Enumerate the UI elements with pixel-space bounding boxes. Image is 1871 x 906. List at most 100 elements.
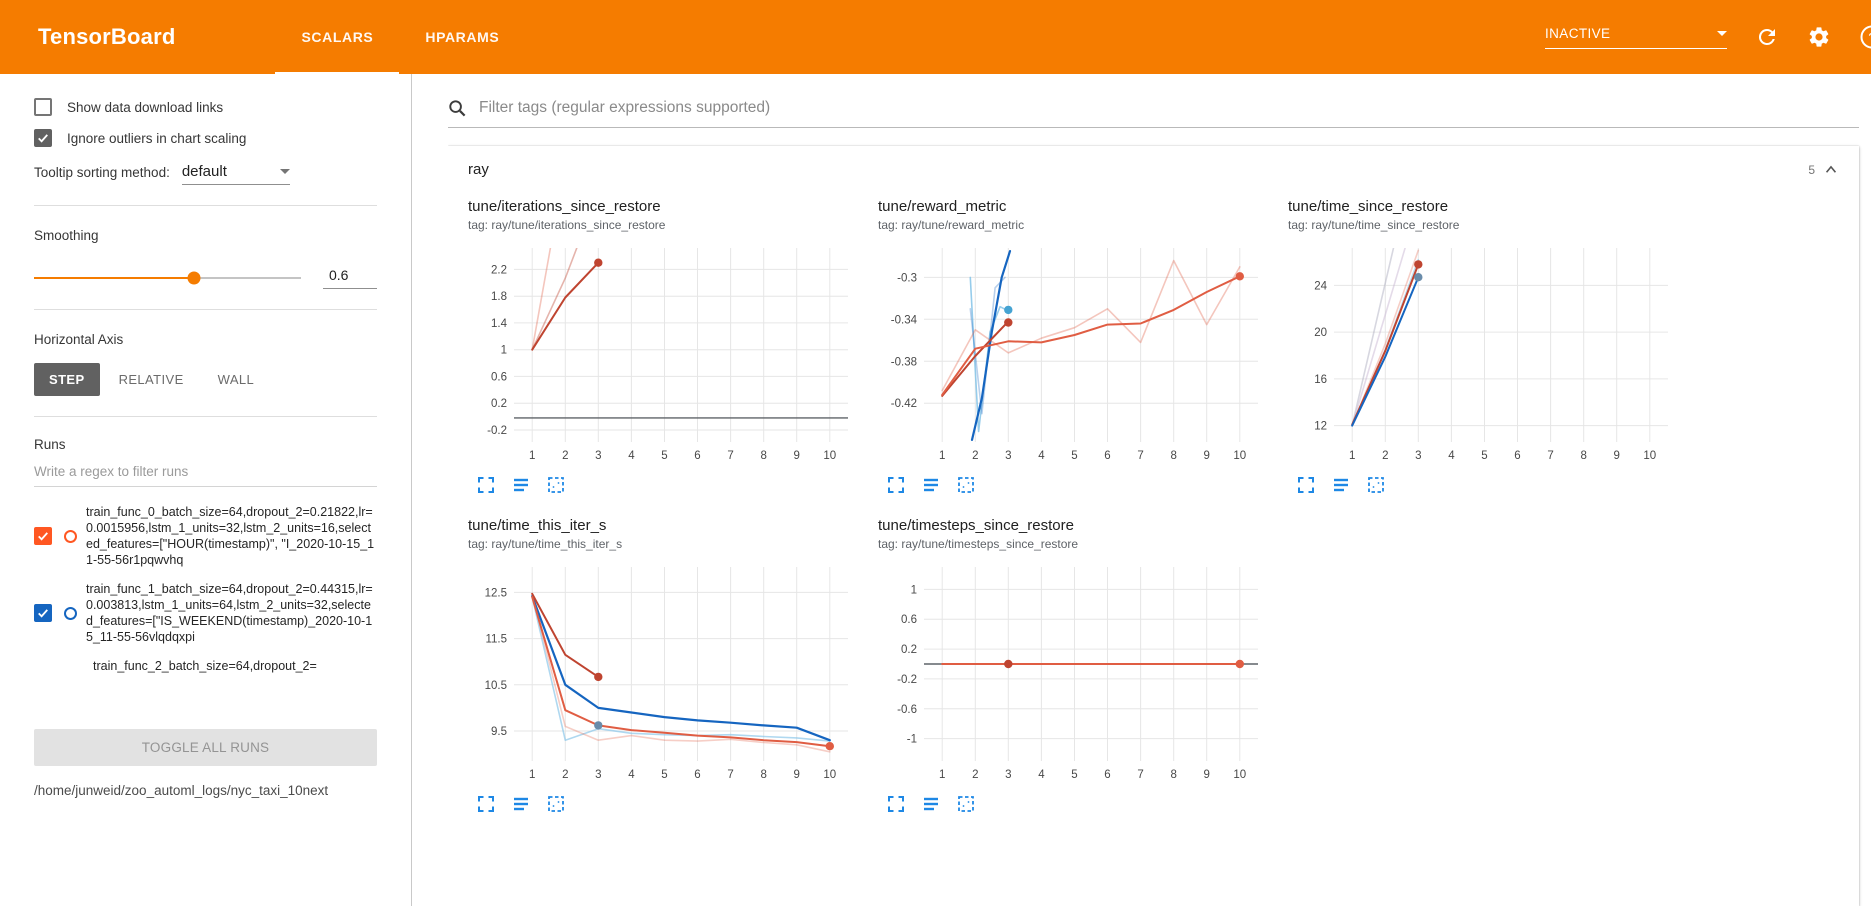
run-0-checkbox[interactable]	[34, 527, 52, 545]
svg-text:3: 3	[595, 769, 601, 781]
divider	[34, 309, 377, 310]
chevron-up-icon[interactable]	[1823, 162, 1839, 178]
run-1-radio[interactable]	[64, 606, 77, 620]
tag-group-header[interactable]: ray 5	[448, 146, 1859, 190]
svg-text:-0.6: -0.6	[897, 704, 917, 716]
chart-tag: tag: ray/tune/time_this_iter_s	[468, 537, 623, 551]
svg-text:2: 2	[562, 769, 568, 781]
chart-title: tune/reward_metric	[878, 198, 1007, 215]
svg-text:7: 7	[1547, 450, 1553, 462]
fit-domain-icon[interactable]	[546, 475, 566, 495]
run-row-train-func-0[interactable]: train_func_0_batch_size=64,dropout_2=0.2…	[34, 504, 377, 568]
header-actions: INACTIVE ?	[1545, 0, 1871, 74]
svg-text:-0.2: -0.2	[487, 425, 507, 437]
svg-text:3: 3	[1005, 769, 1011, 781]
runs-filter-input[interactable]	[34, 452, 377, 487]
app-title: TensorBoard	[38, 24, 176, 49]
expand-chart-icon[interactable]	[886, 475, 906, 495]
divider	[34, 205, 377, 206]
tooltip-sorting-label: Tooltip sorting method:	[34, 165, 170, 180]
fit-domain-icon[interactable]	[956, 475, 976, 495]
svg-text:1.4: 1.4	[491, 318, 508, 330]
toggle-all-runs-button[interactable]: TOGGLE ALL RUNS	[34, 729, 377, 766]
line-chart[interactable]: 12.5 11.5 10.5 9.5 1 2 3 4 5 6 7 8 9 10	[468, 557, 864, 794]
dropdown-arrow-icon	[1717, 30, 1727, 36]
svg-text:0.6: 0.6	[491, 371, 507, 383]
show-download-links-row[interactable]: Show data download links	[34, 98, 377, 116]
tag-group-meta: 5	[1808, 162, 1839, 178]
runs-selector-icon[interactable]	[511, 794, 531, 814]
svg-text:6: 6	[1104, 450, 1110, 462]
smoothing-slider-thumb[interactable]	[187, 271, 201, 285]
svg-text:9: 9	[793, 769, 799, 781]
help-icon[interactable]: ?	[1859, 24, 1871, 50]
run-1-checkbox[interactable]	[34, 604, 52, 622]
svg-text:6: 6	[1514, 450, 1520, 462]
fit-domain-icon[interactable]	[956, 794, 976, 814]
ignore-outliers-row[interactable]: Ignore outliers in chart scaling	[34, 129, 377, 147]
svg-text:9: 9	[793, 450, 799, 462]
tab-scalars[interactable]: SCALARS	[275, 0, 400, 74]
svg-text:4: 4	[1448, 450, 1455, 462]
runs-selector-icon[interactable]	[1331, 475, 1351, 495]
app-header: TensorBoard SCALARS HPARAMS INACTIVE ?	[0, 0, 1871, 74]
axis-step-button[interactable]: STEP	[34, 363, 100, 396]
tab-hparams[interactable]: HPARAMS	[399, 0, 525, 74]
tag-group-count: 5	[1808, 162, 1815, 177]
svg-text:5: 5	[661, 450, 667, 462]
fit-domain-icon[interactable]	[546, 794, 566, 814]
svg-text:16: 16	[1314, 374, 1327, 386]
expand-chart-icon[interactable]	[1296, 475, 1316, 495]
runs-selector-icon[interactable]	[511, 475, 531, 495]
fit-domain-icon[interactable]	[1366, 475, 1386, 495]
smoothing-slider[interactable]	[34, 271, 301, 285]
runs-selector-icon[interactable]	[921, 475, 941, 495]
smoothing-value-input[interactable]: 0.6	[323, 267, 377, 289]
chart-card-timesteps-since-restore: tune/timesteps_since_restore tag: ray/tu…	[878, 517, 1274, 814]
ignore-outliers-label: Ignore outliers in chart scaling	[67, 130, 247, 146]
tooltip-sorting-dropdown[interactable]: default	[181, 163, 290, 185]
line-chart[interactable]: -0.3 -0.34 -0.38 -0.42 1 2 3 4 5 6 7 8 9 10	[878, 238, 1274, 475]
tab-hparams-label: HPARAMS	[425, 29, 500, 45]
run-row-train-func-1[interactable]: train_func_1_batch_size=64,dropout_2=0.4…	[34, 581, 377, 645]
svg-text:-0.34: -0.34	[891, 314, 918, 326]
expand-chart-icon[interactable]	[886, 794, 906, 814]
line-chart[interactable]: 1 0.6 0.2 -0.2 -0.6 -1 1 2 3 4 5 6 7 8 9 10	[878, 557, 1274, 794]
chart-card-time-since-restore: tune/time_since_restore tag: ray/tune/ti…	[1288, 198, 1684, 495]
chart-title: tune/time_this_iter_s	[468, 517, 607, 534]
svg-text:10: 10	[823, 450, 836, 462]
refresh-icon[interactable]	[1755, 25, 1779, 49]
settings-gear-icon[interactable]	[1807, 25, 1831, 49]
svg-text:-0.42: -0.42	[891, 398, 917, 410]
svg-text:6: 6	[694, 769, 700, 781]
svg-text:10: 10	[1643, 450, 1656, 462]
line-chart[interactable]: 24 20 16 12 1 2 3 4 5 6 7 8 9 10	[1288, 238, 1684, 475]
run-0-radio[interactable]	[64, 529, 77, 543]
svg-text:4: 4	[1038, 450, 1045, 462]
svg-text:10: 10	[1233, 769, 1246, 781]
run-row-train-func-2[interactable]: train_func_2_batch_size=64,dropout_2=	[34, 658, 377, 674]
runs-list: train_func_0_batch_size=64,dropout_2=0.2…	[34, 491, 377, 719]
tag-filter-field[interactable]	[448, 98, 1859, 128]
show-download-links-checkbox[interactable]	[34, 98, 52, 116]
smoothing-label: Smoothing	[34, 228, 99, 243]
tag-filter-input[interactable]	[477, 98, 1859, 118]
reload-status-dropdown[interactable]: INACTIVE	[1545, 26, 1727, 49]
expand-chart-icon[interactable]	[476, 794, 496, 814]
runs-selector-icon[interactable]	[921, 794, 941, 814]
svg-text:3: 3	[1415, 450, 1421, 462]
expand-chart-icon[interactable]	[476, 475, 496, 495]
svg-text:-0.38: -0.38	[891, 356, 917, 368]
svg-text:7: 7	[1137, 769, 1143, 781]
svg-text:0.6: 0.6	[901, 614, 917, 626]
content-area: Show data download links Ignore outliers…	[0, 74, 1871, 906]
line-chart[interactable]: 2.2 1.8 1.4 1 0.6 0.2 -0.2 1 2 3 4 5 6 7 8 9 10	[468, 238, 864, 475]
tooltip-sorting-row: Tooltip sorting method: default	[34, 163, 377, 185]
ignore-outliers-checkbox[interactable]	[34, 129, 52, 147]
axis-wall-button[interactable]: WALL	[217, 372, 255, 387]
axis-relative-button[interactable]: RELATIVE	[118, 372, 184, 387]
chart-tag: tag: ray/tune/timesteps_since_restore	[878, 537, 1079, 551]
tag-group-name: ray	[468, 161, 489, 178]
chart-toolbar	[878, 794, 1274, 814]
tag-filter-row	[448, 74, 1871, 128]
